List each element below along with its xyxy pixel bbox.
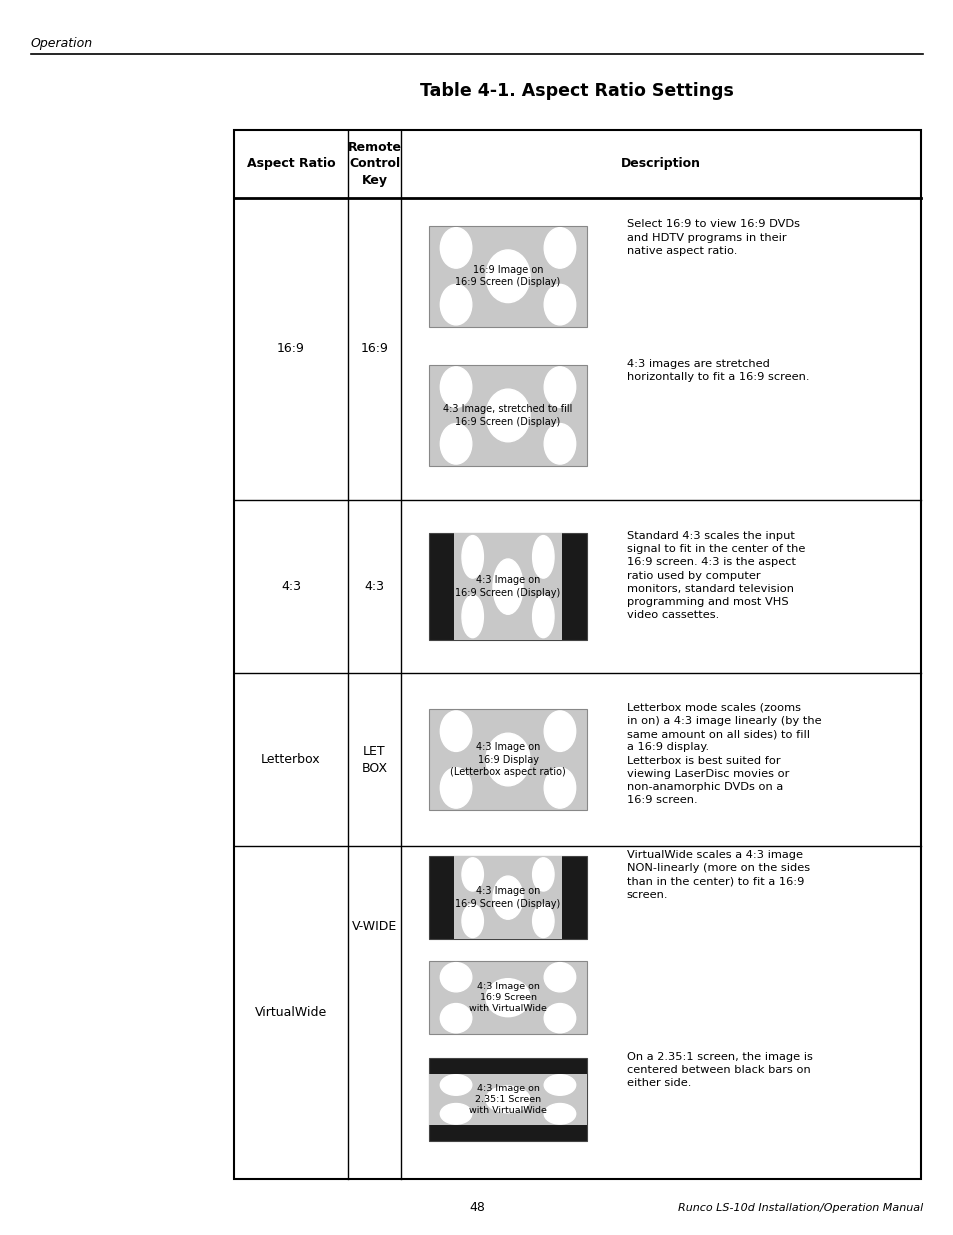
Ellipse shape (543, 962, 575, 992)
Ellipse shape (440, 1104, 472, 1124)
Text: Standard 4:3 scales the input
signal to fit in the center of the
16:9 screen. 4:: Standard 4:3 scales the input signal to … (626, 531, 804, 620)
Text: 4:3 Image, stretched to fill
16:9 Screen (Display): 4:3 Image, stretched to fill 16:9 Screen… (443, 404, 572, 426)
Ellipse shape (485, 389, 530, 442)
Bar (429, 534, 586, 640)
Text: VirtualWide scales a 4:3 image
NON-linearly (more on the sides
than in the cente: VirtualWide scales a 4:3 image NON-linea… (626, 850, 809, 899)
Ellipse shape (485, 249, 530, 303)
Ellipse shape (543, 367, 575, 408)
Ellipse shape (543, 768, 575, 808)
Ellipse shape (543, 711, 575, 751)
Bar (429, 364, 586, 466)
Bar (429, 856, 586, 939)
Ellipse shape (485, 978, 530, 1016)
Ellipse shape (543, 284, 575, 325)
Ellipse shape (532, 904, 554, 937)
Text: 4:3 Image on
16:9 Screen (Display): 4:3 Image on 16:9 Screen (Display) (455, 887, 560, 909)
Text: Aspect Ratio: Aspect Ratio (247, 157, 335, 170)
Text: Table 4-1. Aspect Ratio Settings: Table 4-1. Aspect Ratio Settings (419, 82, 734, 100)
Ellipse shape (440, 284, 472, 325)
Ellipse shape (485, 1086, 530, 1113)
Text: 4:3: 4:3 (281, 580, 300, 593)
Bar (429, 1058, 586, 1141)
Text: Operation: Operation (30, 37, 92, 51)
Ellipse shape (543, 1074, 575, 1095)
Text: Letterbox mode scales (zooms
in on) a 4:3 image linearly (by the
same amount on : Letterbox mode scales (zooms in on) a 4:… (626, 703, 821, 805)
Ellipse shape (532, 536, 554, 578)
Ellipse shape (461, 858, 483, 890)
Bar (429, 1073, 586, 1125)
Ellipse shape (440, 1004, 472, 1032)
Bar (454, 856, 561, 939)
Text: Runco LS-10d Installation/Operation Manual: Runco LS-10d Installation/Operation Manu… (678, 1203, 923, 1213)
Ellipse shape (440, 424, 472, 464)
Ellipse shape (543, 424, 575, 464)
Ellipse shape (493, 559, 522, 614)
Ellipse shape (461, 595, 483, 637)
Ellipse shape (461, 904, 483, 937)
Ellipse shape (440, 768, 472, 808)
Text: 4:3 Image on
2.35:1 Screen
with VirtualWide: 4:3 Image on 2.35:1 Screen with VirtualW… (469, 1084, 546, 1115)
Text: 16:9 Image on
16:9 Screen (Display): 16:9 Image on 16:9 Screen (Display) (455, 266, 560, 288)
Ellipse shape (440, 1074, 472, 1095)
Text: Description: Description (620, 157, 700, 170)
Text: VirtualWide: VirtualWide (254, 1007, 327, 1019)
Ellipse shape (543, 1004, 575, 1032)
Bar (429, 961, 586, 1034)
Text: 4:3 Image on
16:9 Screen (Display): 4:3 Image on 16:9 Screen (Display) (455, 576, 560, 598)
Ellipse shape (440, 227, 472, 268)
Ellipse shape (440, 367, 472, 408)
Text: LET
BOX: LET BOX (361, 745, 387, 774)
Text: Select 16:9 to view 16:9 DVDs
and HDTV programs in their
native aspect ratio.: Select 16:9 to view 16:9 DVDs and HDTV p… (626, 220, 799, 256)
Text: 16:9: 16:9 (360, 342, 388, 356)
Ellipse shape (440, 711, 472, 751)
Text: 4:3: 4:3 (364, 580, 384, 593)
Text: On a 2.35:1 screen, the image is
centered between black bars on
either side.: On a 2.35:1 screen, the image is centere… (626, 1052, 812, 1088)
Ellipse shape (543, 1104, 575, 1124)
Bar (429, 226, 586, 327)
Ellipse shape (493, 876, 522, 919)
Bar (233, 130, 920, 1179)
Ellipse shape (461, 536, 483, 578)
Bar (454, 534, 561, 640)
Ellipse shape (485, 734, 530, 785)
Text: 16:9: 16:9 (276, 342, 305, 356)
Text: 4:3 Image on
16:9 Display
(Letterbox aspect ratio): 4:3 Image on 16:9 Display (Letterbox asp… (450, 742, 565, 777)
Ellipse shape (543, 227, 575, 268)
Ellipse shape (532, 858, 554, 890)
Text: 4:3 images are stretched
horizontally to fit a 16:9 screen.: 4:3 images are stretched horizontally to… (626, 358, 808, 382)
Bar (429, 709, 586, 810)
Ellipse shape (440, 962, 472, 992)
Text: V-WIDE: V-WIDE (352, 920, 396, 932)
Text: Letterbox: Letterbox (261, 753, 320, 766)
Ellipse shape (532, 595, 554, 637)
Text: Remote
Control
Key: Remote Control Key (347, 141, 401, 186)
Text: 4:3 Image on
16:9 Screen
with VirtualWide: 4:3 Image on 16:9 Screen with VirtualWid… (469, 982, 546, 1013)
Text: 48: 48 (469, 1202, 484, 1214)
